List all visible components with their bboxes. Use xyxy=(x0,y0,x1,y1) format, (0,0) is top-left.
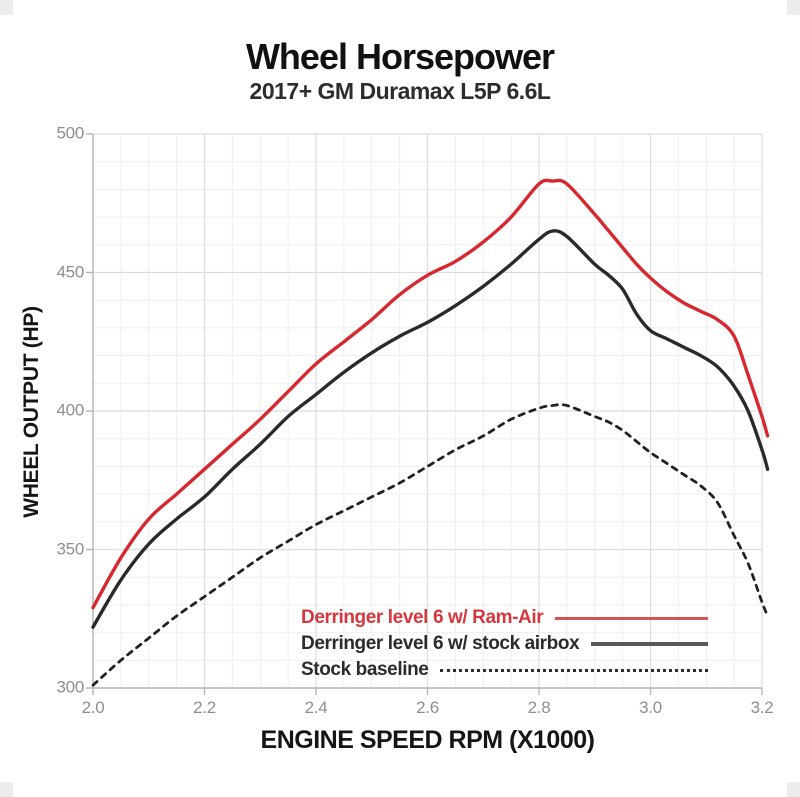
legend-label: Derringer level 6 w/ Ram-Air xyxy=(301,607,544,628)
legend-item-0: Derringer level 6 w/ Ram-Air xyxy=(301,605,708,631)
legend-line-sample xyxy=(591,642,708,646)
page-title: Wheel Horsepower xyxy=(245,36,555,77)
legend-label: Stock baseline xyxy=(301,659,429,680)
legend-item-1: Derringer level 6 w/ stock airbox xyxy=(301,631,708,657)
corner-mark xyxy=(0,0,13,15)
x-tick-label: 3.2 xyxy=(750,698,774,717)
corner-mark xyxy=(787,782,800,797)
series-curve-1 xyxy=(91,229,770,629)
corner-mark xyxy=(787,0,800,15)
y-axis-title: WHEEL OUTPUT (HP) xyxy=(20,306,43,518)
y-tick-label: 350 xyxy=(56,539,85,559)
x-tick-label: 2.2 xyxy=(193,698,216,717)
x-tick-label: 2.6 xyxy=(416,698,439,717)
x-tick-label: 2.4 xyxy=(304,698,328,717)
x-axis-title: ENGINE SPEED RPM (X1000) xyxy=(260,726,595,754)
corner-mark xyxy=(0,782,13,797)
x-tick-label: 2.8 xyxy=(527,698,551,717)
page-subtitle: 2017+ GM Duramax L5P 6.6L xyxy=(249,78,551,104)
y-tick-label: 450 xyxy=(56,262,85,282)
y-tick-label: 500 xyxy=(56,123,85,143)
series-curve-0 xyxy=(91,178,770,610)
legend-label: Derringer level 6 w/ stock airbox xyxy=(301,633,580,654)
series-curve-2 xyxy=(91,403,769,687)
y-tick-label: 300 xyxy=(56,677,85,697)
chart-legend: Derringer level 6 w/ Ram-Air Derringer le… xyxy=(301,605,708,683)
legend-item-2: Stock baseline xyxy=(301,657,708,683)
legend-line-sample xyxy=(555,616,708,620)
x-tick-label: 2.0 xyxy=(81,698,105,717)
x-tick-label: 3.0 xyxy=(639,698,662,717)
y-tick-label: 400 xyxy=(56,400,85,420)
legend-line-sample xyxy=(440,668,708,672)
